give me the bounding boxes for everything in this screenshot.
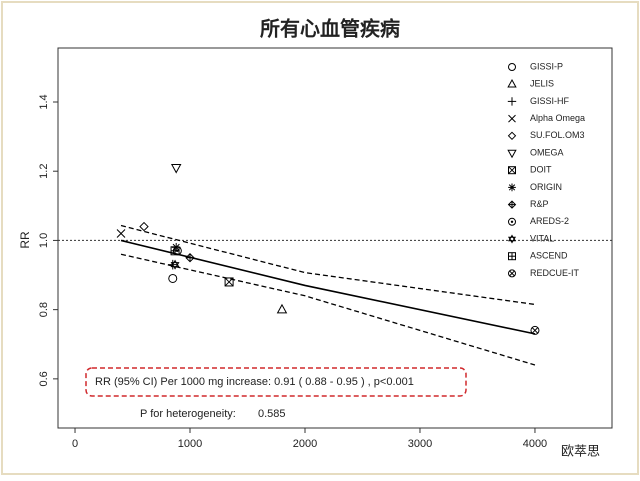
legend-label: Alpha Omega [530,113,585,123]
annotation: RR (95% CI) Per 1000 mg increase: 0.91 (… [95,376,414,388]
marker-part [139,221,149,232]
marker-part [509,270,515,277]
legend-marker [507,200,517,209]
point [224,277,234,287]
y-tick-label: 1.0 [38,233,50,248]
point [139,221,149,232]
marker-part [508,114,516,123]
point [276,303,288,314]
legend-label: REDCUE-IT [530,268,580,278]
legend-marker [508,63,516,71]
legend-label: ORIGIN [530,182,562,192]
point [170,246,180,256]
x-tick-label: 0 [72,438,78,450]
marker-part [168,273,178,283]
point [116,229,126,238]
legend-label: GISSI-P [530,61,563,71]
legend-label: AREDS-2 [530,216,569,226]
x-tick-label: 3000 [408,438,432,450]
legend-marker [508,166,516,175]
annotation-box [85,367,467,397]
watermark: 欧萃思 [561,443,600,458]
y-axis-label: RR [18,231,32,249]
legend-marker [507,97,517,106]
legend-marker [507,131,517,141]
marker-part [531,327,539,334]
legend-label: JELIS [530,79,554,89]
marker-part [508,63,516,71]
legend-label: R&P [530,199,549,209]
annotation: 0.585 [258,408,286,420]
marker-part [510,220,514,223]
chart-title: 所有心血管疾病 [260,16,400,40]
fit [120,239,536,335]
legend-label: DOIT [530,165,552,175]
legend-label: ASCEND [530,251,568,261]
y-tick-label: 0.8 [38,302,50,317]
marker-part [508,269,516,278]
legend-marker [508,114,516,123]
marker-part [170,259,180,270]
legend-marker [507,78,517,88]
point [168,273,178,283]
x-tick-label: 1000 [178,438,202,450]
marker-part [116,229,126,238]
marker-part [508,184,516,191]
marker-part [508,166,516,175]
legend-marker [508,252,516,261]
legend-marker [508,217,516,226]
ci-lower [120,253,536,366]
x-tick-label: 2000 [293,438,317,450]
marker-part [224,277,234,287]
ci-upper [120,224,536,306]
marker-part [530,325,540,335]
legend-marker [508,269,516,278]
legend-label: OMEGA [530,147,564,157]
legend-label: GISSI-HF [530,96,570,106]
marker-part [170,164,182,174]
marker-part [507,78,517,88]
y-tick-label: 0.6 [38,371,50,386]
annotation: P for heterogeneity: [140,408,236,420]
legend-label: VITAL [530,233,554,243]
point [170,259,180,270]
marker-part [508,166,516,175]
marker-part [507,234,517,244]
legend-marker [507,149,517,159]
marker-part [508,217,516,226]
marker-part [224,277,234,287]
legend-marker [508,183,516,192]
legend-marker [507,234,517,244]
point [170,164,182,174]
legend-label: SU.FOL.OM3 [530,130,585,140]
y-tick-label: 1.2 [38,164,50,179]
marker-part [507,131,517,141]
marker-part [507,149,517,159]
point [530,325,540,335]
y-tick-label: 1.4 [38,94,50,109]
marker-part [276,303,288,314]
x-tick-label: 4000 [523,438,547,450]
plot-frame [57,47,613,429]
point [185,253,195,263]
